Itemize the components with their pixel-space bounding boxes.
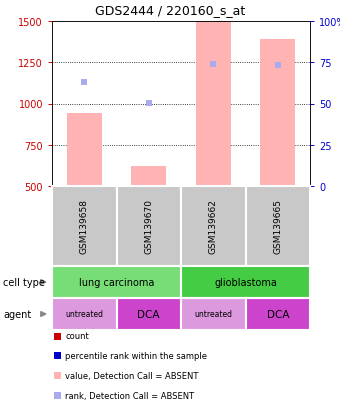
Text: untreated: untreated xyxy=(65,310,103,319)
Text: value, Detection Call = ABSENT: value, Detection Call = ABSENT xyxy=(65,371,198,380)
Text: DCA: DCA xyxy=(267,309,289,319)
Text: untreated: untreated xyxy=(194,310,232,319)
Text: DCA: DCA xyxy=(137,309,160,319)
Bar xyxy=(260,40,295,187)
Text: cell type: cell type xyxy=(3,277,45,287)
Bar xyxy=(195,22,231,187)
Text: rank, Detection Call = ABSENT: rank, Detection Call = ABSENT xyxy=(65,391,194,400)
Text: glioblastoma: glioblastoma xyxy=(214,277,277,287)
Text: percentile rank within the sample: percentile rank within the sample xyxy=(65,351,207,361)
Text: lung carcinoma: lung carcinoma xyxy=(79,277,154,287)
Text: GSM139662: GSM139662 xyxy=(209,199,218,254)
Bar xyxy=(131,167,167,187)
Text: GSM139670: GSM139670 xyxy=(144,199,153,254)
Text: GSM139665: GSM139665 xyxy=(273,199,282,254)
Text: GDS2444 / 220160_s_at: GDS2444 / 220160_s_at xyxy=(95,5,245,17)
Text: count: count xyxy=(65,332,89,341)
Text: GSM139658: GSM139658 xyxy=(80,199,89,254)
Bar xyxy=(67,114,102,187)
Text: agent: agent xyxy=(3,309,32,319)
